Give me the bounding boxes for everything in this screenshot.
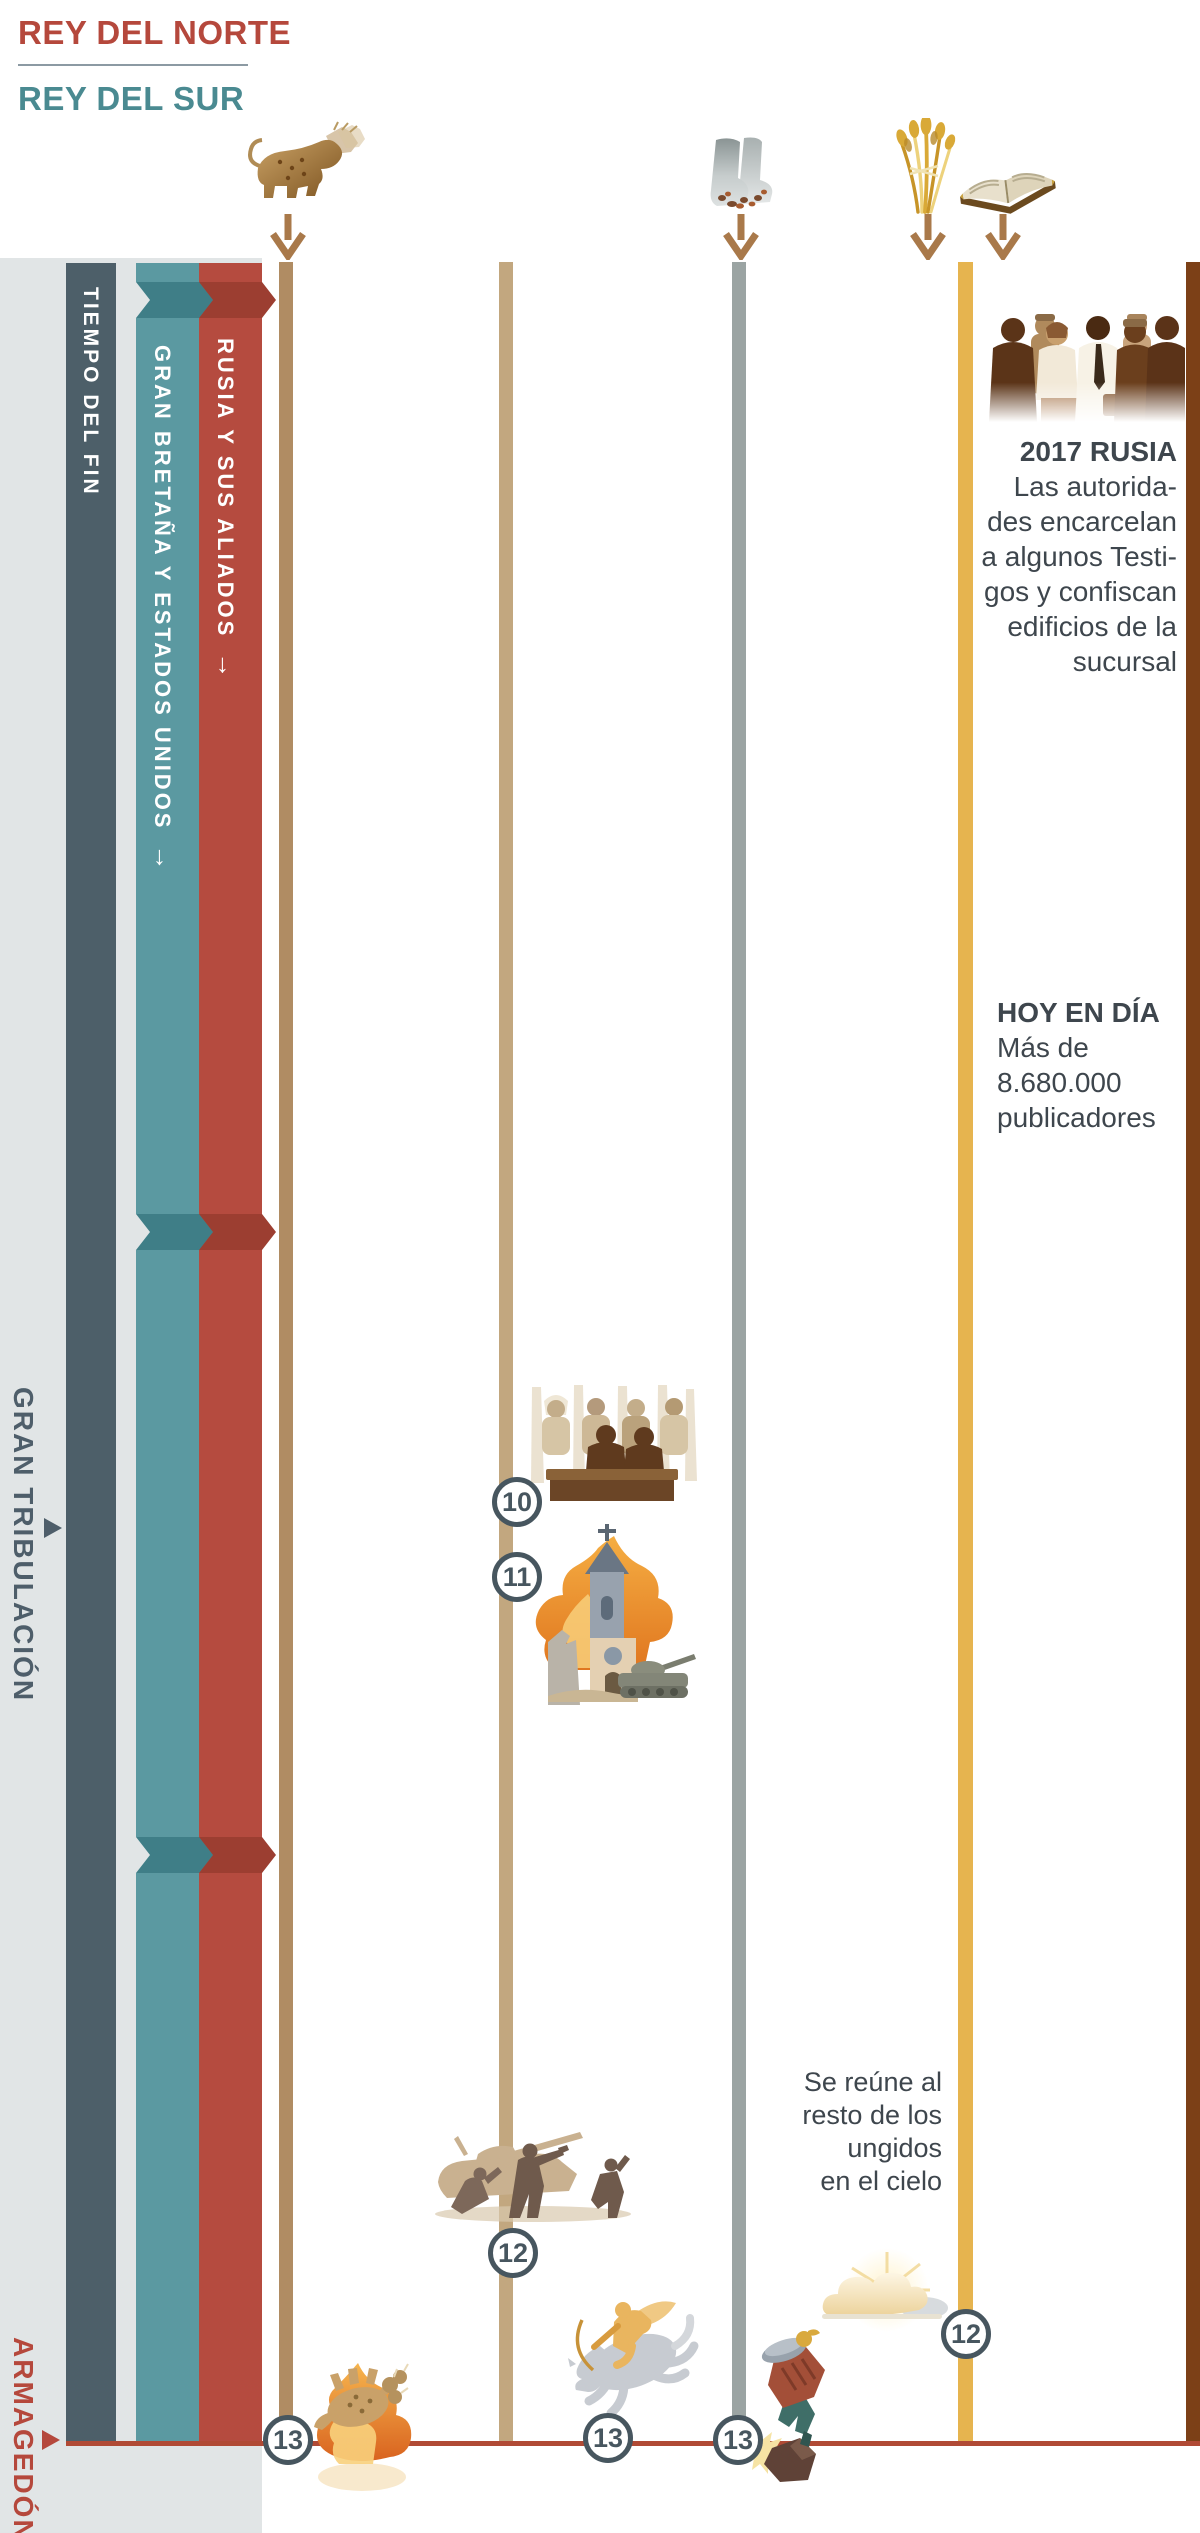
annotation-line: sucursal [1072,646,1177,677]
band-label-text: GRAN BRETAÑA Y ESTADOS UNIDOS [150,345,175,831]
marker-number: 12 [497,2237,529,2268]
annotation-2017-rusia: 2017 RUSIA Las autorida- des encarcelan … [937,434,1177,679]
event-marker-13c: 13 [713,2415,763,2465]
annotation-line: des encarcelan [987,506,1177,537]
annotation-line: Las autorida- [1013,471,1177,502]
side-label-armageddon: ARMAGEDÓN [7,2337,39,2533]
marker-number: 12 [950,2318,982,2349]
attack-battle-illustration [435,2132,631,2222]
event-marker-13b: 13 [583,2413,633,2463]
event-marker-12: 12 [488,2228,538,2278]
rulers-council-illustration [531,1385,697,1501]
burning-church-tank-illustration [535,1524,696,1705]
header-divider [18,64,248,66]
page-title-south: REY DEL SUR [18,80,245,117]
event-marker-12b: 12 [941,2309,991,2359]
timeline-line-anointed [958,262,973,2441]
annotation-line: ungidos [847,2133,942,2163]
annotation-title: 2017 RUSIA [1019,436,1177,467]
beast-in-fire-illustration [314,2363,412,2491]
annotation-line: en el cielo [820,2166,942,2196]
annotation-hoy-en-dia: HOY EN DÍA Más de 8.680.000 publicadores [997,995,1197,1135]
event-marker-11: 11 [492,1552,542,1602]
down-arrow-glyph: → [149,844,179,871]
annotation-title: HOY EN DÍA [997,997,1160,1028]
falling-enemy-stones-illustration [744,2329,825,2482]
annotation-line: 8.680.000 [997,1067,1122,1098]
timeline-line-feet [732,262,746,2441]
band-label-time-of-end: TIEMPO DEL FIN [78,287,102,497]
band-time-of-end [66,263,116,2441]
annotation-line: edificios de la [1007,611,1177,642]
annotation-line: resto de los [802,2100,942,2130]
timeline-line-religion [499,262,513,2441]
marker-number: 10 [501,1486,533,1517]
armageddon-pointer-icon [42,2430,60,2450]
annotation-line: Más de [997,1032,1089,1063]
band-label-text: TIEMPO DEL FIN [79,287,102,497]
wheat-bundle-icon [896,118,956,214]
band-label-russia: RUSIA Y SUS ALIADOS → [211,338,242,678]
open-book-icon [960,173,1056,214]
side-label-text: ARMAGEDÓN [8,2337,39,2533]
band-russia [199,263,262,2441]
marker-number: 13 [272,2424,304,2455]
marker-number: 13 [592,2422,624,2453]
arrow-down-icon [985,214,1021,260]
side-label-text: GRAN TRIBULACIÓN [8,1387,39,1703]
arrow-down-icon [910,214,946,260]
side-label-tribulation: GRAN TRIBULACIÓN [7,1387,39,1702]
band-chevron-joint [136,1214,276,1250]
persecution-group-illustration [989,314,1185,422]
timeline-line-beast [279,262,293,2441]
annotation-line: Se reúne al [803,2067,942,2097]
down-arrow-glyph: → [212,652,242,679]
arrow-down-icon [270,214,306,260]
rider-on-white-horse-illustration [568,2301,699,2418]
band-chevron-joint [136,282,276,318]
leopard-beast-icon [248,121,365,198]
cloud-glory-illustration [822,2248,948,2332]
marker-number: 11 [502,1561,532,1592]
marker-number: 13 [722,2424,754,2455]
tribulation-pointer-icon [44,1518,62,1538]
annotation-line: a algunos Testi- [981,541,1177,572]
armageddon-line [66,2441,1200,2446]
band-chevron-joint [136,1837,276,1873]
band-label-anglo-america: GRAN BRETAÑA Y ESTADOS UNIDOS → [148,345,179,870]
arrow-down-icon [723,214,759,260]
timeline-line-preaching [1186,262,1200,2441]
annotation-line: gos y confiscan [984,576,1177,607]
iron-clay-feet-icon [710,137,773,209]
event-marker-10: 10 [492,1477,542,1527]
annotation-gathering: Se reúne al resto de los ungidos en el c… [722,2066,942,2198]
band-label-text: RUSIA Y SUS ALIADOS [213,338,238,639]
annotation-line: publicadores [997,1102,1156,1133]
event-marker-13a: 13 [263,2415,313,2465]
band-anglo-america [136,263,199,2441]
page-title-north: REY DEL NORTE [18,14,291,51]
